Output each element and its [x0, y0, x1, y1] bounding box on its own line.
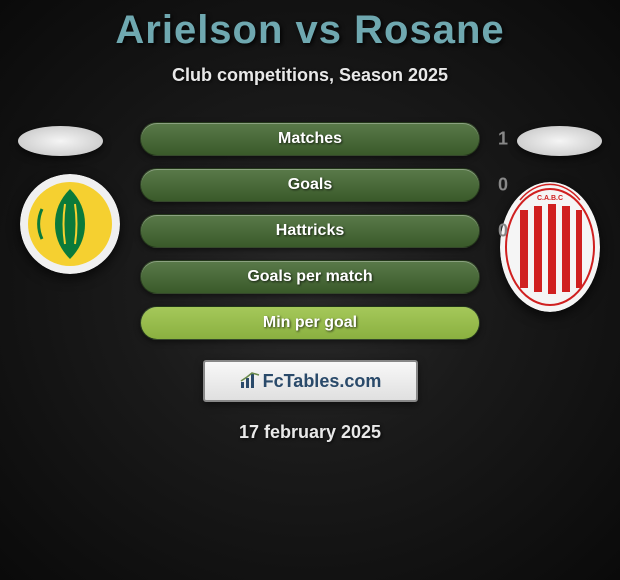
stat-label: Goals [288, 176, 332, 194]
player-avatar-right [517, 126, 602, 156]
fctables-logo: FcTables.com [239, 371, 382, 392]
subtitle: Club competitions, Season 2025 [0, 65, 620, 86]
stat-pill: Hattricks [140, 214, 480, 248]
stat-pill: Min per goal [140, 306, 480, 340]
stat-label: Hattricks [276, 222, 344, 240]
stat-pill: Goals [140, 168, 480, 202]
stat-pill: Matches [140, 122, 480, 156]
svg-text:C.A.B.C: C.A.B.C [537, 195, 563, 202]
stat-pill: Goals per match [140, 260, 480, 294]
stat-row-min-per-goal: Min per goal [140, 306, 480, 340]
stat-value-right: 0 [498, 175, 508, 196]
stat-label: Matches [278, 130, 342, 148]
logo-text: FcTables.com [263, 371, 382, 392]
club-badge-right: C.A.B.C [500, 182, 600, 312]
stat-row-goals-per-match: Goals per match [140, 260, 480, 294]
stat-value-right: 0 [498, 221, 508, 242]
club-badge-left [20, 174, 120, 274]
stat-label: Goals per match [247, 268, 372, 286]
date-text: 17 february 2025 [0, 422, 620, 443]
stat-label: Min per goal [263, 314, 357, 332]
player-avatar-left [18, 126, 103, 156]
stat-row-matches: Matches 1 [140, 122, 480, 156]
stat-row-goals: Goals 0 [140, 168, 480, 202]
chart-icon [239, 372, 261, 390]
content-area: C.A.B.C Matches 1 Goals 0 Hattricks 0 Go… [0, 122, 620, 443]
page-title: Arielson vs Rosane [0, 0, 620, 53]
fctables-logo-box: FcTables.com [203, 360, 418, 402]
stat-row-hattricks: Hattricks 0 [140, 214, 480, 248]
stat-value-right: 1 [498, 129, 508, 150]
